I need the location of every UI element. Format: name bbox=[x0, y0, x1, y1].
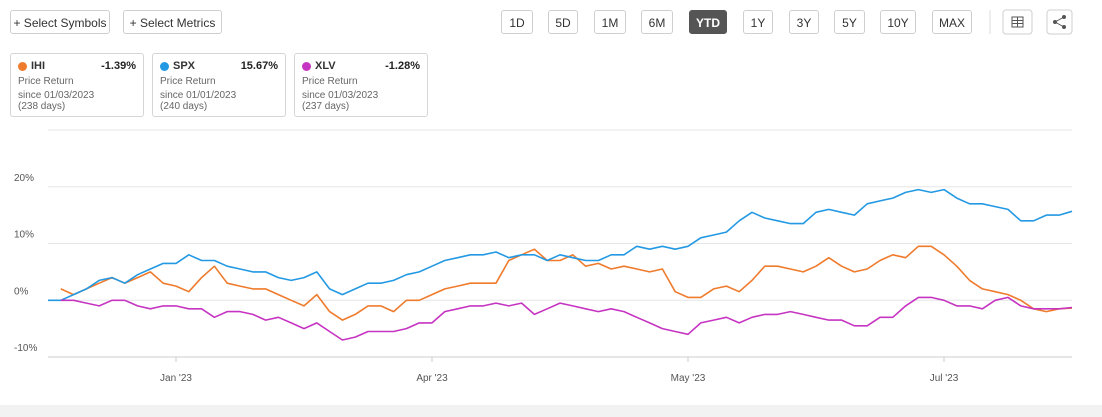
x-tick-label: Jan '23 bbox=[160, 373, 192, 384]
card-metric: Price Return bbox=[18, 76, 74, 87]
period-button[interactable]: MAX bbox=[932, 10, 972, 34]
series-line bbox=[60, 296, 1073, 341]
card-days: (237 days) bbox=[302, 101, 350, 112]
share-icon[interactable] bbox=[1046, 9, 1073, 35]
x-tick-label: May '23 bbox=[671, 373, 706, 384]
table-icon[interactable] bbox=[1002, 9, 1033, 35]
card-metric: Price Return bbox=[160, 76, 216, 87]
card-since: since 01/01/2023 bbox=[160, 90, 237, 101]
series-line bbox=[48, 188, 1073, 302]
legend-swatch bbox=[18, 62, 27, 71]
series-line bbox=[60, 245, 1073, 321]
card-since: since 01/03/2023 bbox=[18, 90, 95, 101]
y-tick-label: 0% bbox=[14, 286, 29, 297]
period-button[interactable]: 1M bbox=[594, 10, 626, 34]
card-metric: Price Return bbox=[302, 76, 358, 87]
legend-card[interactable]: IHI -1.39% Price Return since 01/03/2023 (23… bbox=[10, 53, 144, 117]
y-tick-label: 10% bbox=[14, 230, 34, 241]
legend-label: IHI bbox=[31, 60, 46, 72]
select-button[interactable]: + Select Symbols bbox=[10, 10, 110, 34]
period-button[interactable]: 6M bbox=[641, 10, 673, 34]
x-tick-label: Jul '23 bbox=[930, 373, 959, 384]
card-days: (238 days) bbox=[18, 101, 66, 112]
select-button[interactable]: + Select Metrics bbox=[123, 10, 222, 34]
card-since: since 01/03/2023 bbox=[302, 90, 379, 101]
card-value: -1.28% bbox=[385, 60, 420, 72]
y-tick-label: -10% bbox=[14, 343, 37, 354]
card-days: (240 days) bbox=[160, 101, 208, 112]
chart: -10% 0% 10% 20% Jan '23 Apr '23 May '23 Jul '23 bbox=[14, 9, 1073, 384]
period-button[interactable]: 1Y bbox=[743, 10, 773, 34]
period-button[interactable]: 5Y bbox=[834, 10, 865, 34]
footer-strip bbox=[0, 405, 1102, 417]
card-value: 15.67% bbox=[240, 60, 278, 72]
legend-card[interactable]: SPX 15.67% Price Return since 01/01/2023 (24… bbox=[152, 53, 286, 117]
period-button[interactable]: 10Y bbox=[880, 10, 916, 34]
period-button[interactable]: YTD bbox=[689, 10, 727, 34]
card-value: -1.39% bbox=[101, 60, 136, 72]
legend-card[interactable]: XLV -1.28% Price Return since 01/03/2023 (23… bbox=[294, 53, 428, 117]
legend-swatch bbox=[302, 62, 311, 71]
period-button[interactable]: 1D bbox=[501, 10, 533, 34]
period-button[interactable]: 5D bbox=[548, 10, 578, 34]
legend-label: XLV bbox=[315, 60, 336, 72]
x-tick-label: Apr '23 bbox=[416, 373, 448, 384]
legend-label: SPX bbox=[173, 60, 196, 72]
y-tick-label: 20% bbox=[14, 173, 34, 184]
period-button[interactable]: 3Y bbox=[789, 10, 819, 34]
legend-swatch bbox=[160, 62, 169, 71]
